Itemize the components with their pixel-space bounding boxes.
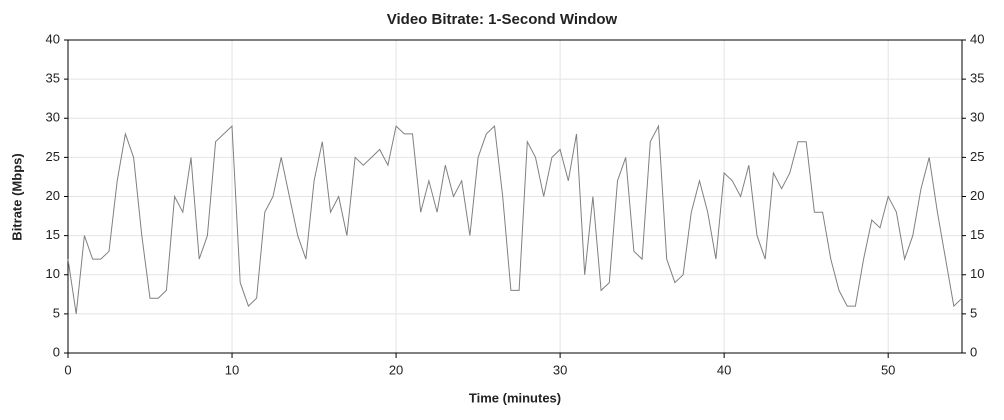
y-axis-title: Bitrate (Mbps) — [9, 153, 24, 240]
y-tick-label: 25 — [46, 149, 60, 164]
y-tick-label: 15 — [46, 227, 60, 242]
y-tick-label: 30 — [46, 110, 60, 125]
plot-frame — [67, 39, 963, 354]
y-tick-label: 35 — [46, 71, 60, 86]
y2-tick-label: 30 — [970, 110, 984, 125]
bitrate-line — [67, 124, 963, 314]
x-axis-title: Time (minutes) — [469, 390, 561, 405]
x-tick-label: 20 — [389, 362, 403, 377]
y2-tick-label: 25 — [970, 149, 984, 164]
x-tick-label: 30 — [553, 362, 567, 377]
y2-tick-label: 10 — [970, 266, 984, 281]
y-tick-label: 5 — [53, 305, 60, 320]
y2-tick-label: 15 — [970, 227, 984, 242]
y-tick-label: 20 — [46, 188, 60, 203]
y-tick-label: 10 — [46, 266, 60, 281]
y2-tick-label: 0 — [970, 344, 977, 359]
y-tick-label: 0 — [53, 344, 60, 359]
y2-tick-label: 20 — [970, 188, 984, 203]
y2-tick-label: 35 — [970, 71, 984, 86]
chart-title: Video Bitrate: 1-Second Window — [387, 11, 618, 28]
y-tick-label: 40 — [46, 31, 60, 46]
x-tick-label: 50 — [881, 362, 895, 377]
x-tick-label: 40 — [717, 362, 731, 377]
x-tick-label: 0 — [64, 362, 71, 377]
y2-tick-label: 5 — [970, 305, 977, 320]
y2-tick-label: 40 — [970, 31, 984, 46]
x-tick-label: 10 — [225, 362, 239, 377]
